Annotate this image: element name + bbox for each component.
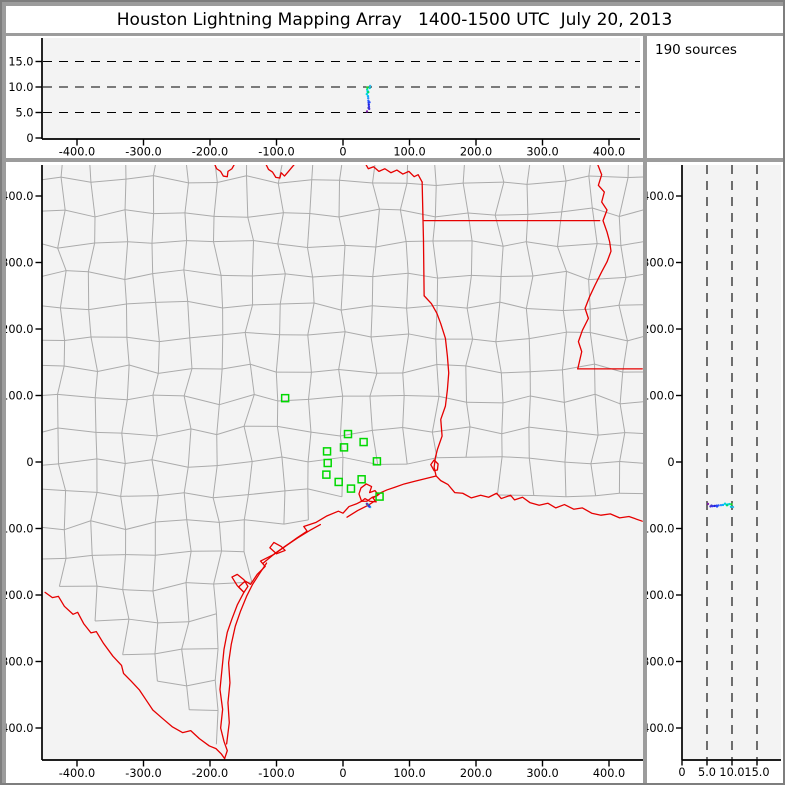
svg-text:-200.0: -200.0: [192, 146, 228, 159]
svg-text:-400.0: -400.0: [647, 722, 675, 735]
svg-text:-200.0: -200.0: [192, 767, 228, 780]
svg-text:200.0: 200.0: [6, 323, 34, 336]
svg-text:10.0: 10.0: [8, 81, 33, 94]
svg-text:200.0: 200.0: [460, 767, 492, 780]
svg-text:300.0: 300.0: [647, 257, 675, 270]
svg-text:0: 0: [339, 146, 346, 159]
svg-text:-300.0: -300.0: [6, 656, 34, 669]
svg-text:-300.0: -300.0: [125, 146, 161, 159]
svg-text:-300.0: -300.0: [125, 767, 161, 780]
svg-text:-400.0: -400.0: [59, 146, 95, 159]
svg-text:0: 0: [339, 767, 346, 780]
title-bar: Houston Lightning Mapping Array 1400-150…: [6, 6, 783, 33]
svg-text:300.0: 300.0: [526, 767, 558, 780]
svg-text:0: 0: [26, 132, 33, 145]
svg-text:400.0: 400.0: [647, 190, 675, 203]
source-count-panel: 190 sources: [647, 36, 783, 158]
svg-text:200.0: 200.0: [460, 146, 492, 159]
svg-text:-100.0: -100.0: [258, 767, 294, 780]
svg-text:-100.0: -100.0: [6, 523, 34, 536]
svg-text:400.0: 400.0: [593, 146, 625, 159]
svg-text:10.0: 10.0: [719, 766, 744, 779]
altitude-ew-panel: 0 5.0 10.0 15.0 -400.0 -300.0 -200.0 -100.0 0 100…: [6, 36, 643, 158]
svg-text:-100.0: -100.0: [258, 146, 294, 159]
svg-text:0: 0: [26, 456, 33, 469]
svg-text:100.0: 100.0: [6, 390, 34, 403]
svg-text:5.0: 5.0: [698, 766, 716, 779]
svg-text:-200.0: -200.0: [6, 589, 34, 602]
svg-text:400.0: 400.0: [6, 190, 34, 203]
svg-text:0: 0: [667, 456, 674, 469]
svg-text:15.0: 15.0: [8, 56, 33, 69]
svg-text:300.0: 300.0: [6, 257, 34, 270]
svg-text:-300.0: -300.0: [647, 656, 675, 669]
plan-view-plot: 400.0 300.0 200.0 100.0 0 -100.0 -200.0 -300.0 -…: [6, 165, 643, 780]
svg-text:-400.0: -400.0: [6, 722, 34, 735]
svg-text:15.0: 15.0: [744, 766, 769, 779]
svg-text:300.0: 300.0: [526, 146, 558, 159]
svg-text:-100.0: -100.0: [647, 523, 675, 536]
altitude-ns-panel: 400.0 300.0 200.0 100.0 0 -100.0 -200.0 -300.0 -…: [647, 162, 783, 783]
altitude-ns-plot: 400.0 300.0 200.0 100.0 0 -100.0 -200.0 -300.0 -…: [647, 165, 781, 779]
svg-text:-400.0: -400.0: [59, 767, 95, 780]
source-count-label: 190 sources: [655, 42, 737, 58]
plan-view-panel: 400.0 300.0 200.0 100.0 0 -100.0 -200.0 -300.0 -…: [6, 162, 643, 783]
plot-title: Houston Lightning Mapping Array 1400-150…: [116, 9, 673, 30]
svg-text:200.0: 200.0: [647, 323, 675, 336]
svg-text:0: 0: [678, 766, 685, 779]
altitude-ew-plot: 0 5.0 10.0 15.0 -400.0 -300.0 -200.0 -100.0 0 100…: [8, 38, 640, 159]
svg-text:100.0: 100.0: [393, 146, 425, 159]
svg-text:-200.0: -200.0: [647, 589, 675, 602]
svg-text:400.0: 400.0: [593, 767, 625, 780]
svg-text:100.0: 100.0: [647, 390, 675, 403]
svg-text:5.0: 5.0: [16, 107, 34, 120]
svg-text:100.0: 100.0: [393, 767, 425, 780]
